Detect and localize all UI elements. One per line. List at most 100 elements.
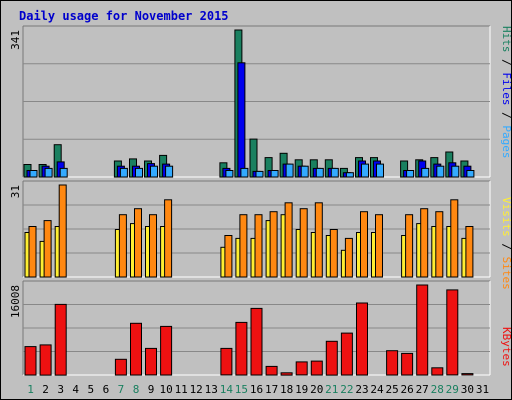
x-tick-day-4: 4 [72,383,79,396]
bar-sites-day-8 [134,208,142,278]
chart-title: Daily usage for November 2015 [19,9,229,23]
bar-pages-day-9 [150,165,158,178]
bar-kbytes-day-23 [356,302,368,376]
bar-sites-day-9 [149,214,157,278]
x-tick-day-20: 20 [310,383,323,396]
bar-pages-day-27 [421,167,430,178]
bar-pages-day-2 [44,167,53,178]
bar-sites-day-16 [254,214,263,278]
x-tick-day-8: 8 [133,383,140,396]
x-tick-day-14: 14 [220,383,234,396]
bar-sites-day-22 [344,237,353,278]
bar-kbytes-day-30 [461,373,474,376]
legend-sites-visits: Visits / Sites [500,197,512,290]
bar-pages-day-26 [406,170,415,178]
x-tick-day-31: 31 [476,383,489,396]
bar-pages-day-18 [285,163,294,178]
x-tick-day-1: 1 [27,383,34,396]
bar-sites-day-17 [269,211,278,278]
bar-pages-day-24 [376,163,384,178]
bar-kbytes-day-15 [235,321,248,376]
bar-pages-day-8 [135,167,143,178]
bar-sites-day-23 [360,211,368,278]
bar-kbytes-day-16 [250,307,263,376]
bar-sites-day-3 [58,184,67,278]
bar-kbytes-day-9 [145,347,157,376]
bar-kbytes-day-2 [39,344,52,376]
x-tick-day-17: 17 [265,383,278,396]
x-tick-day-10: 10 [159,383,172,396]
bar-kbytes-day-29 [446,289,459,376]
x-tick-day-7: 7 [118,383,125,396]
bar-kbytes-day-20 [310,360,323,376]
x-tick-day-30: 30 [461,383,474,396]
bar-kbytes-day-3 [54,303,67,376]
bar-sites-day-26 [405,214,414,278]
bar-kbytes-day-1 [24,346,37,376]
x-tick-day-28: 28 [431,383,444,396]
bar-pages-day-15 [240,167,249,178]
bar-sites-day-21 [329,229,338,278]
x-tick-day-18: 18 [280,383,293,396]
x-tick-day-27: 27 [416,383,429,396]
bar-kbytes-day-21 [325,340,338,376]
bar-sites-day-18 [284,202,293,278]
x-tick-day-12: 12 [190,383,203,396]
bar-sites-day-27 [420,208,429,278]
legend-hits-files-pages: Hits / Files / Pages [500,26,512,159]
x-tick-day-21: 21 [325,383,338,396]
bar-pages-day-10 [165,165,174,178]
ymax-label-2: 31 [9,185,22,198]
bar-kbytes-day-17 [265,365,278,376]
bar-pages-day-3 [59,167,68,178]
bar-kbytes-day-10 [160,325,173,376]
bar-pages-day-16 [255,170,264,178]
x-tick-day-15: 15 [235,383,248,396]
bar-pages-day-23 [361,163,369,178]
bar-pages-day-30 [466,170,475,178]
x-tick-day-13: 13 [205,383,218,396]
bar-kbytes-day-28 [431,367,444,376]
legend-kbytes: KBytes [500,327,512,367]
x-tick-day-16: 16 [250,383,263,396]
bar-kbytes-day-19 [295,361,308,376]
bar-sites-day-30 [465,226,474,278]
bar-pages-day-17 [270,170,279,178]
bar-pages-day-22 [345,172,354,178]
x-tick-day-6: 6 [103,383,110,396]
bar-sites-day-15 [239,214,248,278]
bar-sites-day-1 [28,226,37,278]
bar-kbytes-day-18 [280,372,293,376]
bar-pages-day-14 [225,170,234,178]
bar-sites-day-2 [43,220,52,278]
bar-kbytes-day-14 [220,347,233,376]
x-tick-day-23: 23 [355,383,368,396]
x-tick-day-5: 5 [87,383,94,396]
bar-sites-day-29 [450,199,459,278]
x-tick-day-26: 26 [400,383,413,396]
bar-kbytes-day-25 [386,350,399,376]
bar-sites-day-14 [224,235,233,278]
bar-pages-day-29 [451,165,460,178]
bar-pages-day-19 [300,165,309,178]
bar-pages-day-1 [29,170,38,178]
x-tick-day-3: 3 [57,383,64,396]
ymax-label-1: 341 [9,30,22,50]
bar-sites-day-10 [164,199,173,278]
x-tick-day-11: 11 [175,383,188,396]
ymax-label-3: 16008 [9,285,22,318]
bar-kbytes-day-26 [401,352,414,376]
x-tick-day-24: 24 [370,383,384,396]
x-tick-day-29: 29 [446,383,459,396]
x-tick-day-22: 22 [340,383,353,396]
bar-kbytes-day-22 [340,332,353,376]
bar-pages-day-20 [315,167,324,178]
bar-files-day-15 [237,62,246,178]
bar-pages-day-28 [436,165,445,178]
x-tick-day-2: 2 [42,383,49,396]
x-tick-day-9: 9 [148,383,155,396]
bar-sites-day-7 [118,214,127,278]
bar-kbytes-day-7 [114,358,127,376]
bar-pages-day-7 [119,167,128,178]
